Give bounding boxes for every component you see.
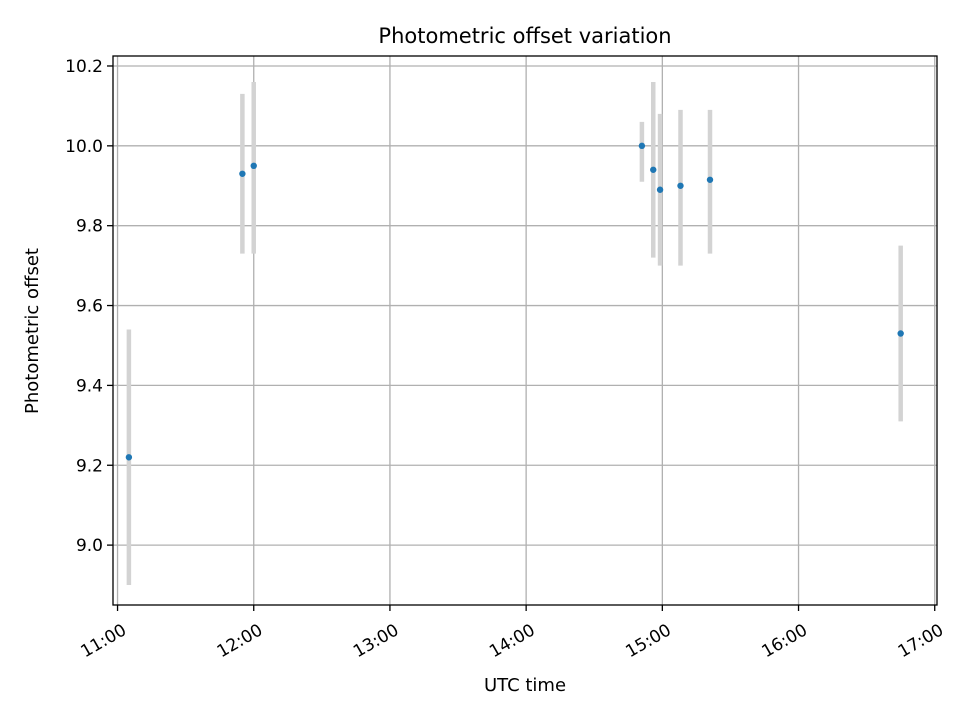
y-axis-label: Photometric offset: [22, 248, 43, 414]
y-tick-label: 9.0: [76, 536, 103, 556]
y-tick-label: 9.2: [76, 456, 103, 476]
data-point: [638, 142, 646, 150]
data-point: [897, 330, 904, 337]
y-axis: 9.0 9.2 9.4 9.6 9.8 10.0 10.2: [65, 57, 113, 556]
data-point: [677, 182, 684, 189]
y-tick-label: 9.4: [76, 376, 103, 396]
data-point: [125, 454, 133, 461]
y-tick-label: 9.8: [76, 217, 103, 237]
data-point: [250, 162, 257, 169]
data-point: [239, 170, 246, 177]
plot-frame: [112, 55, 938, 606]
data-point: [656, 186, 664, 193]
data-point: [650, 166, 657, 173]
data-point: [706, 176, 714, 183]
chart-title: Photometric offset variation: [378, 24, 671, 48]
y-tick-label: 10.0: [65, 137, 103, 157]
grid: [113, 56, 937, 605]
x-axis-label: UTC time: [484, 675, 566, 696]
data-points: [125, 142, 904, 461]
y-tick-label: 10.2: [65, 57, 103, 77]
y-tick-label: 9.6: [76, 297, 103, 317]
